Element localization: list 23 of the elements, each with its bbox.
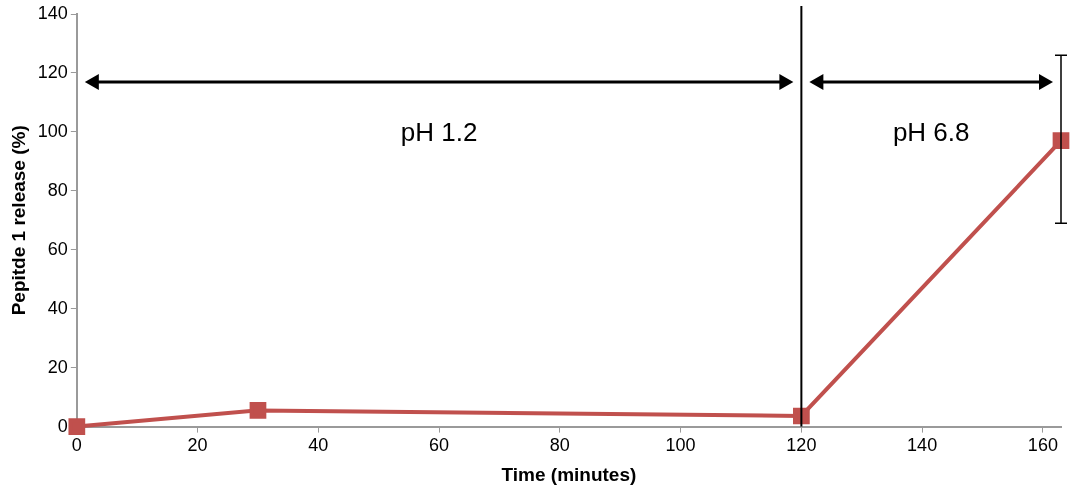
y-tick-label: 40: [47, 297, 68, 318]
point: [249, 402, 267, 419]
y-tick-label: 0: [57, 415, 68, 436]
point: [68, 418, 86, 435]
annotation: pH 6.8: [892, 117, 970, 148]
x-tick-label: 140: [907, 435, 938, 456]
y-tick-label: 100: [37, 120, 68, 141]
x-tick-label: 60: [429, 435, 450, 456]
x-tick-label: 120: [786, 435, 817, 456]
annotation: pH 1.2: [400, 117, 478, 148]
x-tick-label: 20: [187, 435, 208, 456]
y-tick-label: 20: [47, 356, 68, 377]
x-tick-label: 80: [549, 435, 570, 456]
y-tick-label: 120: [37, 61, 68, 82]
y-tick-label: 80: [47, 179, 68, 200]
y-tick-label: 60: [47, 238, 68, 259]
x-tick-label: 160: [1027, 435, 1058, 456]
x-tick-label: 0: [71, 435, 82, 456]
x-tick-label: 100: [665, 435, 696, 456]
x-axis-title: Time (minutes): [501, 463, 637, 485]
y-tick-label: 140: [37, 2, 68, 23]
x-tick-label: 40: [308, 435, 329, 456]
y-axis-title: Pepitde 1 release (%): [7, 125, 29, 316]
